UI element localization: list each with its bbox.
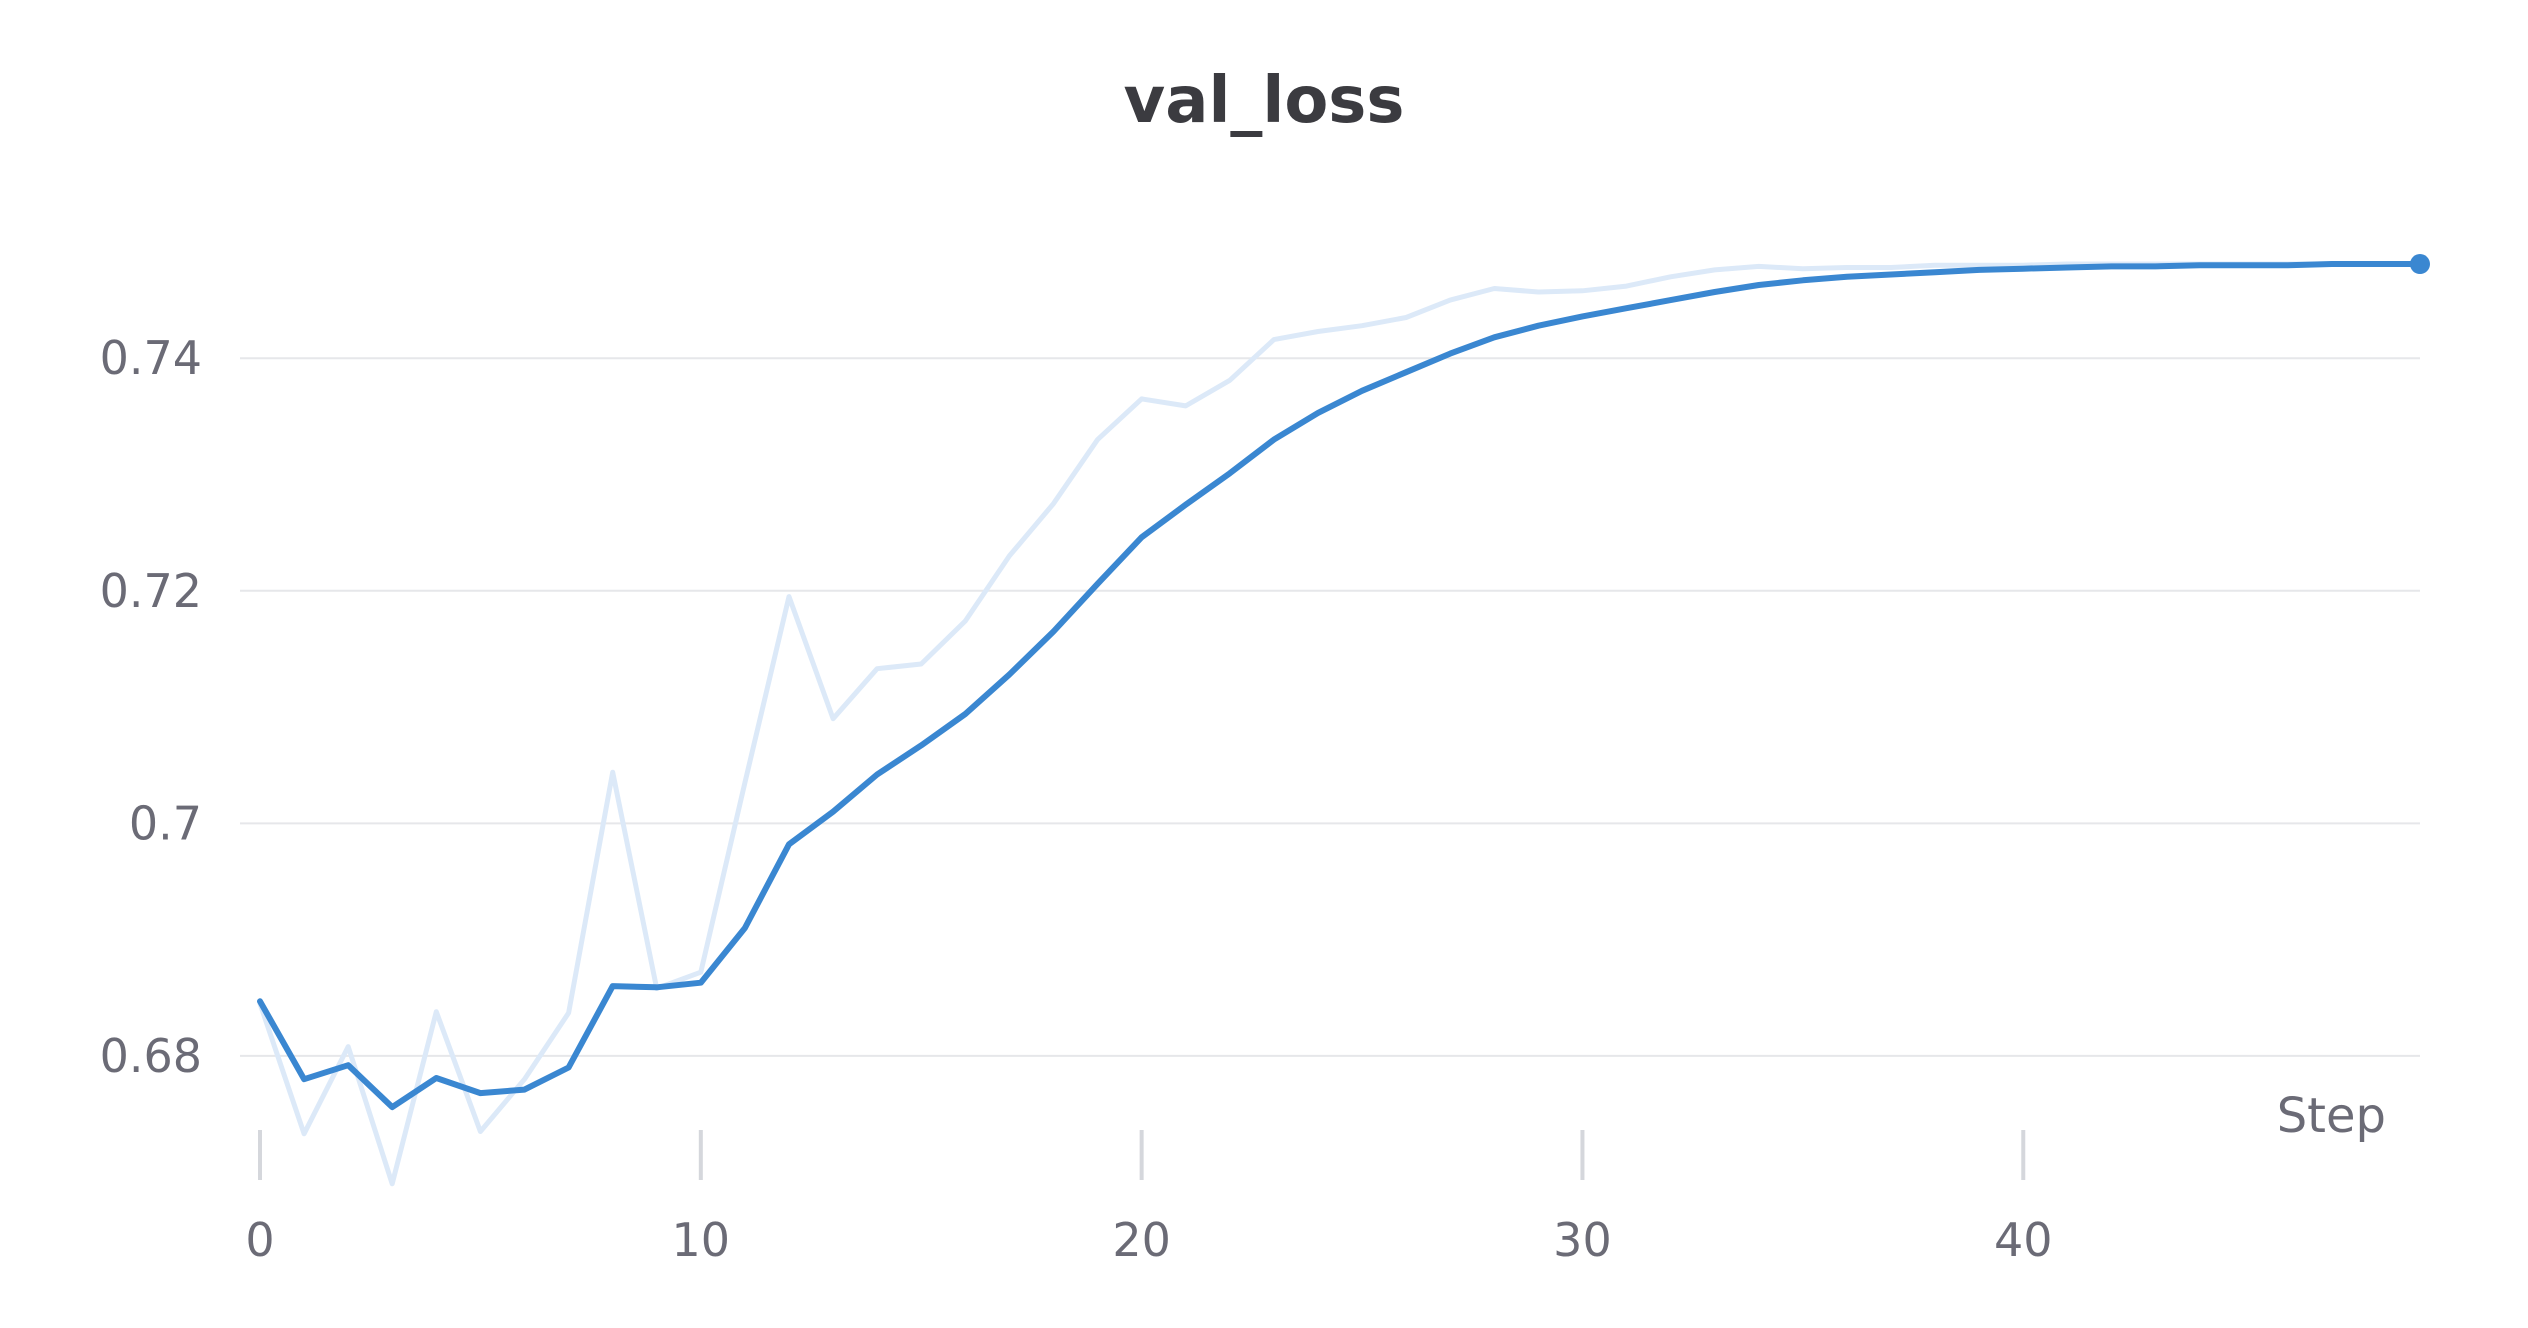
raw-series-line <box>257 261 2423 1187</box>
smoothed-series <box>257 254 2430 1111</box>
x-axis-label: Step <box>2277 1088 2386 1144</box>
last-point-marker <box>2410 254 2430 275</box>
chart-title: val_loss <box>1124 64 1405 138</box>
y-tick-label: 0.7 <box>129 796 202 850</box>
x-tick-label: 10 <box>672 1213 731 1267</box>
gridlines <box>240 357 2420 1057</box>
y-tick-label: 0.68 <box>100 1029 202 1083</box>
x-axis-ticks <box>258 1130 2026 1180</box>
x-tick-label: 0 <box>245 1213 274 1267</box>
y-tick-label: 0.72 <box>100 564 202 618</box>
y-tick-label: 0.74 <box>100 331 202 385</box>
raw-series <box>257 261 2423 1187</box>
smoothed-series-line <box>257 261 2423 1111</box>
x-axis-tick-labels: 0 10 20 30 40 <box>245 1213 2052 1267</box>
x-tick-label: 40 <box>1994 1213 2053 1267</box>
y-axis-tick-labels: 0.68 0.7 0.72 0.74 <box>100 331 202 1083</box>
x-tick-label: 30 <box>1553 1213 1612 1267</box>
x-tick-label: 20 <box>1112 1213 1171 1267</box>
